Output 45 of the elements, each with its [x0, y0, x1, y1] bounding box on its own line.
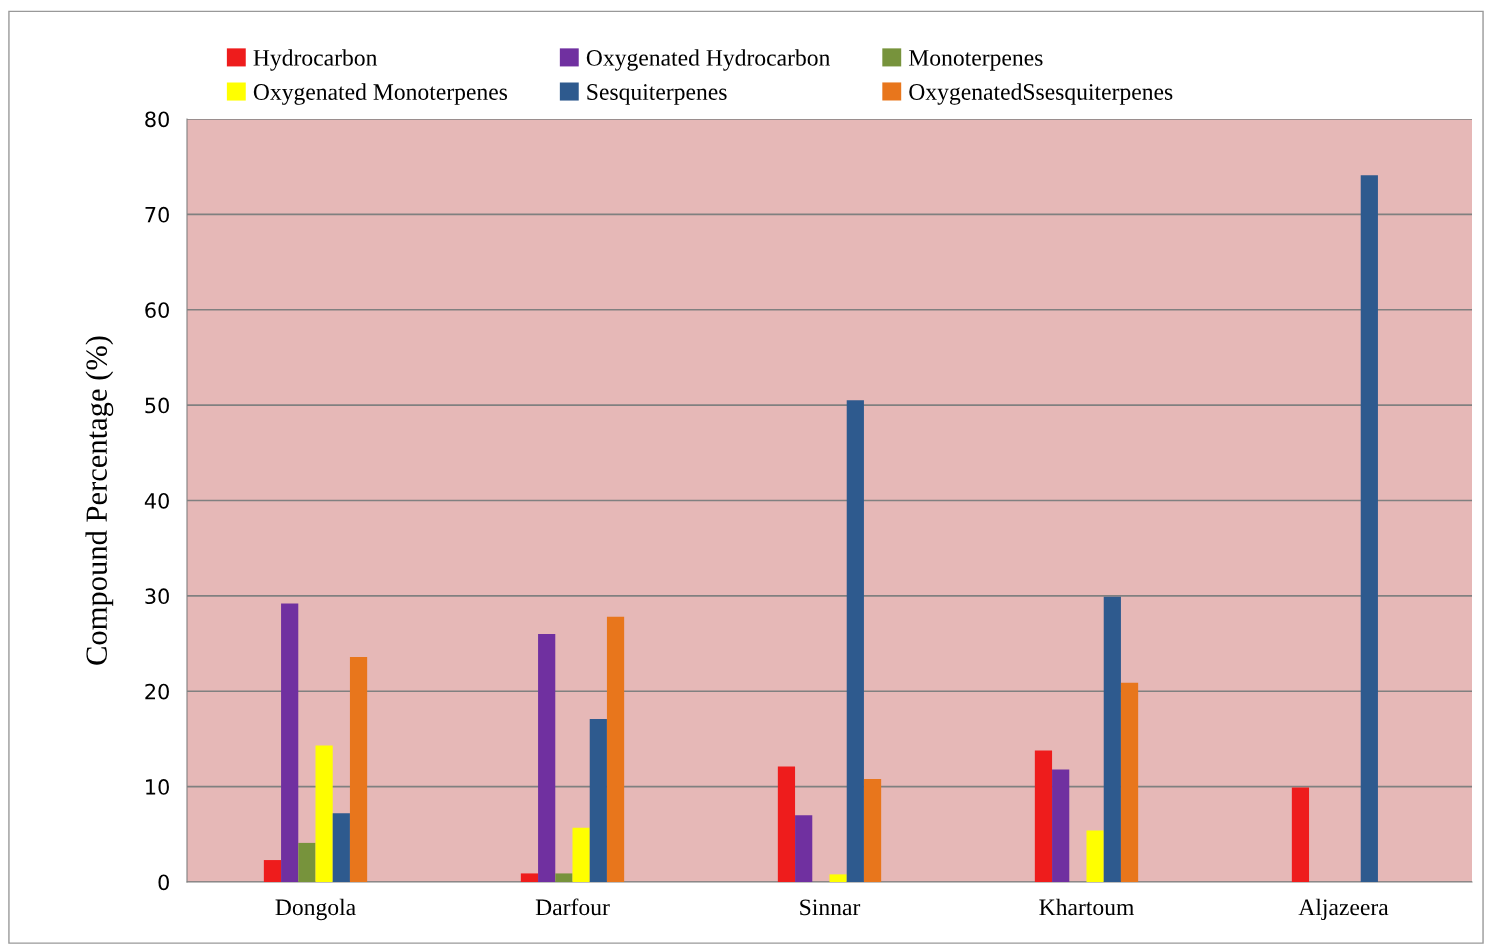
bar	[555, 873, 573, 882]
legend-label: OxygenatedSsesquiterpenes	[909, 83, 1173, 105]
legend-label: Monoterpenes	[908, 50, 1043, 71]
y-tick-label: 0	[158, 874, 169, 891]
y-tick-label: 70	[145, 206, 169, 223]
y-tick-label: 80	[145, 111, 169, 128]
y-tick-label: 50	[145, 397, 169, 414]
bar	[1120, 682, 1139, 882]
bar	[795, 815, 813, 882]
bar	[572, 827, 590, 882]
legend-label: Oxygenated Hydrocarbon	[586, 49, 831, 71]
bar	[846, 400, 864, 882]
legend-label: Hydrocarbon	[253, 49, 378, 71]
y-tick-label: 20	[145, 683, 169, 700]
y-tick-label: 10	[146, 779, 169, 795]
bar	[1103, 596, 1121, 882]
legend-label: Sesquiterpenes	[587, 84, 727, 105]
x-tick-label: Khartoum	[1039, 898, 1134, 916]
bar	[298, 842, 316, 882]
bar	[281, 603, 299, 882]
x-tick-label: Aljazeera	[1298, 898, 1389, 921]
x-tick-label: Dongola	[275, 898, 356, 921]
bar	[315, 745, 333, 882]
bar	[606, 616, 625, 882]
y-tick-label: 60	[145, 302, 169, 318]
bar	[520, 873, 539, 882]
bar	[1052, 769, 1070, 882]
bar	[863, 779, 882, 882]
y-tick-label: 30	[145, 588, 169, 605]
bar	[349, 656, 368, 882]
bar	[263, 860, 282, 882]
x-tick-label: Darfour	[535, 898, 610, 916]
y-axis-title: Compound Percentage (%)	[85, 336, 114, 665]
y-tick-label: 40	[144, 492, 169, 509]
legend-label: Oxygenated Monoterpenes	[253, 83, 508, 105]
bar	[1086, 830, 1104, 882]
bar	[1360, 175, 1378, 882]
bar	[589, 718, 607, 882]
bar	[1034, 750, 1053, 882]
bar	[1291, 787, 1310, 882]
bar	[538, 634, 556, 882]
x-tick-label: Sinnar	[800, 899, 861, 916]
bar	[777, 766, 796, 882]
bar	[332, 813, 350, 882]
bar	[829, 874, 847, 882]
